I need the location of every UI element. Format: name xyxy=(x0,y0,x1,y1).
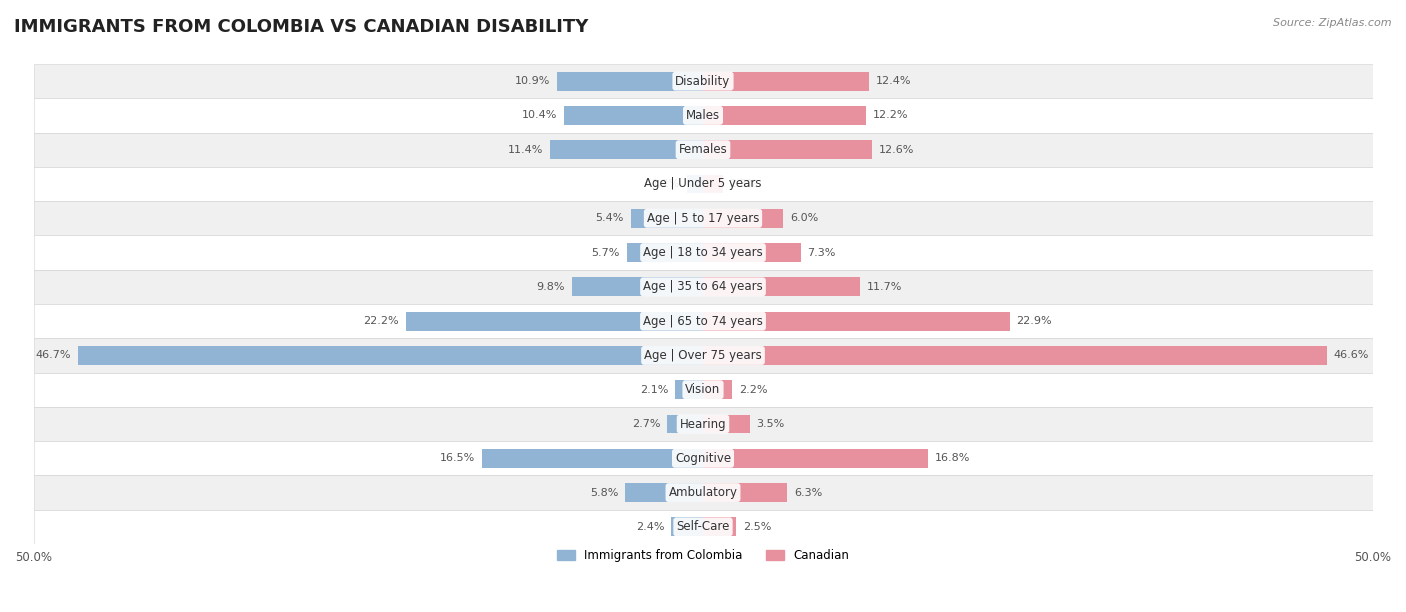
Bar xyxy=(703,140,872,159)
Bar xyxy=(703,312,1010,330)
Text: 6.3%: 6.3% xyxy=(794,488,823,498)
Bar xyxy=(34,373,1372,407)
Bar xyxy=(406,312,703,330)
Bar xyxy=(703,483,787,502)
Text: 1.2%: 1.2% xyxy=(652,179,681,189)
Text: Age | 65 to 74 years: Age | 65 to 74 years xyxy=(643,315,763,327)
Text: 2.7%: 2.7% xyxy=(631,419,661,429)
Bar xyxy=(675,380,703,399)
Text: Age | 35 to 64 years: Age | 35 to 64 years xyxy=(643,280,763,293)
Text: 7.3%: 7.3% xyxy=(807,248,835,258)
Bar xyxy=(703,518,737,536)
Text: 2.5%: 2.5% xyxy=(744,522,772,532)
Bar xyxy=(34,236,1372,270)
Bar xyxy=(34,407,1372,441)
Text: Age | 5 to 17 years: Age | 5 to 17 years xyxy=(647,212,759,225)
Text: Source: ZipAtlas.com: Source: ZipAtlas.com xyxy=(1274,18,1392,28)
Bar xyxy=(34,64,1372,99)
Bar xyxy=(703,209,783,228)
Text: 10.9%: 10.9% xyxy=(515,76,550,86)
Bar xyxy=(703,174,723,193)
Bar xyxy=(688,174,703,193)
Bar xyxy=(34,476,1372,510)
Text: 10.4%: 10.4% xyxy=(522,110,557,121)
Bar xyxy=(671,518,703,536)
Text: 2.1%: 2.1% xyxy=(640,385,668,395)
Text: 12.4%: 12.4% xyxy=(876,76,911,86)
Bar xyxy=(572,277,703,296)
Bar xyxy=(703,106,866,125)
Bar xyxy=(627,243,703,262)
Bar xyxy=(666,414,703,433)
Bar xyxy=(34,338,1372,373)
Bar xyxy=(557,72,703,91)
Bar xyxy=(34,167,1372,201)
Bar xyxy=(550,140,703,159)
Bar xyxy=(34,99,1372,133)
Text: Age | Under 5 years: Age | Under 5 years xyxy=(644,177,762,190)
Text: 11.7%: 11.7% xyxy=(866,282,901,292)
Text: Cognitive: Cognitive xyxy=(675,452,731,465)
Bar xyxy=(34,304,1372,338)
Bar xyxy=(34,201,1372,236)
Text: 5.7%: 5.7% xyxy=(592,248,620,258)
Bar xyxy=(703,380,733,399)
Text: 12.6%: 12.6% xyxy=(879,144,914,155)
Text: 5.8%: 5.8% xyxy=(591,488,619,498)
Text: 16.5%: 16.5% xyxy=(440,453,475,463)
Text: 22.9%: 22.9% xyxy=(1017,316,1052,326)
Text: Disability: Disability xyxy=(675,75,731,88)
Legend: Immigrants from Colombia, Canadian: Immigrants from Colombia, Canadian xyxy=(553,545,853,567)
Text: IMMIGRANTS FROM COLOMBIA VS CANADIAN DISABILITY: IMMIGRANTS FROM COLOMBIA VS CANADIAN DIS… xyxy=(14,18,589,36)
Text: Ambulatory: Ambulatory xyxy=(668,486,738,499)
Text: 2.4%: 2.4% xyxy=(636,522,664,532)
Bar xyxy=(482,449,703,468)
Bar xyxy=(564,106,703,125)
Text: Age | Over 75 years: Age | Over 75 years xyxy=(644,349,762,362)
Bar xyxy=(34,441,1372,476)
Bar xyxy=(703,346,1327,365)
Text: 46.6%: 46.6% xyxy=(1334,351,1369,360)
Text: Males: Males xyxy=(686,109,720,122)
Text: 1.5%: 1.5% xyxy=(730,179,758,189)
Text: 12.2%: 12.2% xyxy=(873,110,908,121)
Text: 11.4%: 11.4% xyxy=(509,144,544,155)
Bar xyxy=(77,346,703,365)
Bar xyxy=(34,270,1372,304)
Text: Vision: Vision xyxy=(685,383,721,396)
Bar xyxy=(703,414,749,433)
Text: Hearing: Hearing xyxy=(679,417,727,430)
Text: 9.8%: 9.8% xyxy=(537,282,565,292)
Text: 22.2%: 22.2% xyxy=(363,316,399,326)
Text: Females: Females xyxy=(679,143,727,156)
Text: 16.8%: 16.8% xyxy=(935,453,970,463)
Text: 5.4%: 5.4% xyxy=(596,213,624,223)
Bar xyxy=(631,209,703,228)
Bar xyxy=(34,133,1372,167)
Bar xyxy=(626,483,703,502)
Text: Age | 18 to 34 years: Age | 18 to 34 years xyxy=(643,246,763,259)
Text: 6.0%: 6.0% xyxy=(790,213,818,223)
Bar xyxy=(34,510,1372,544)
Text: 2.2%: 2.2% xyxy=(740,385,768,395)
Bar xyxy=(703,449,928,468)
Bar xyxy=(703,277,859,296)
Bar xyxy=(703,243,801,262)
Text: Self-Care: Self-Care xyxy=(676,520,730,534)
Bar xyxy=(703,72,869,91)
Text: 46.7%: 46.7% xyxy=(35,351,70,360)
Text: 3.5%: 3.5% xyxy=(756,419,785,429)
